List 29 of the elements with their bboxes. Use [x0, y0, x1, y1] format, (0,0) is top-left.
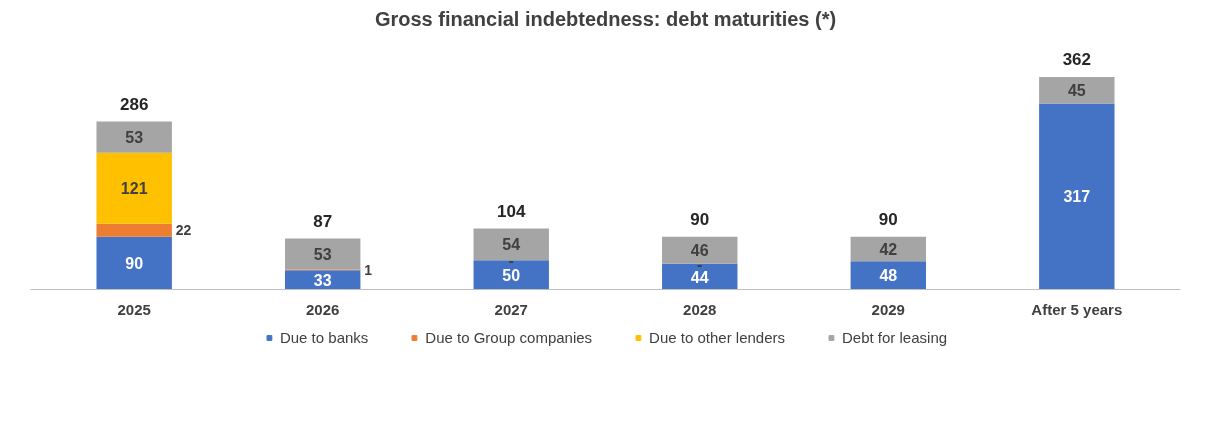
chart-title: Gross financial indebtedness: debt maturities (*)	[374, 7, 837, 30]
x-tick-label: 2028	[683, 300, 717, 318]
total-label: 104	[497, 201, 526, 221]
data-label: 48	[879, 267, 898, 285]
legend-label: Debt for leasing	[842, 328, 948, 346]
total-label: 90	[878, 209, 898, 229]
data-label: 121	[120, 180, 148, 198]
total-label: 286	[120, 94, 149, 114]
data-label: 53	[313, 245, 332, 263]
data-label: 22	[175, 222, 192, 239]
data-label: 53	[125, 129, 144, 147]
total-label: 90	[690, 209, 710, 229]
x-tick-label: 2025	[117, 300, 151, 318]
total-label: 87	[313, 211, 333, 231]
legend-label: Due to banks	[279, 328, 369, 346]
data-label: 317	[1063, 188, 1091, 206]
data-label: 42	[879, 241, 898, 258]
data-label: 33	[313, 271, 332, 289]
legend-label: Due to Group companies	[425, 328, 593, 346]
data-label: 54	[502, 236, 521, 254]
x-tick-label: 2027	[494, 300, 528, 318]
legend-label: Due to other lenders	[649, 328, 786, 346]
total-label: 362	[1062, 50, 1091, 70]
data-label: 45	[1067, 82, 1086, 100]
data-label: 1	[364, 261, 373, 278]
x-tick-label: 2029	[871, 300, 905, 318]
x-tick-label: After 5 years	[1031, 300, 1123, 318]
x-tick-label: 2026	[306, 300, 340, 318]
data-label: 90	[125, 255, 144, 273]
